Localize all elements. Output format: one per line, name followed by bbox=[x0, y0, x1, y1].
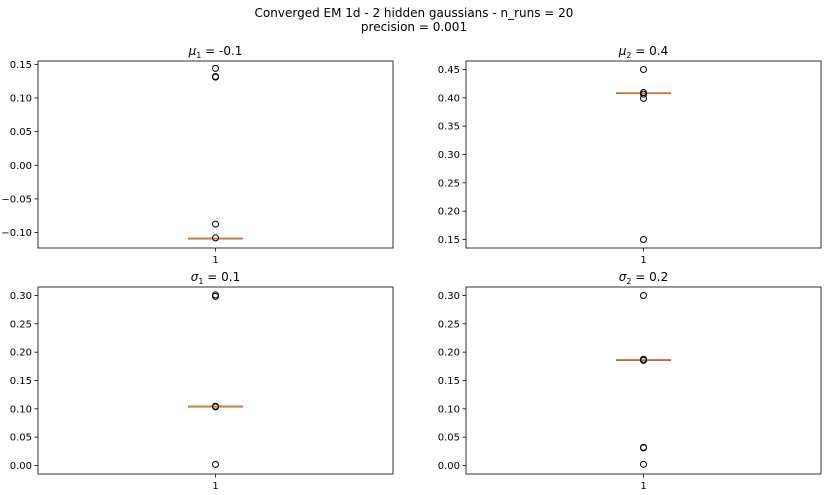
title-value: = 0.1 bbox=[203, 270, 240, 284]
axes-frame bbox=[38, 287, 393, 474]
figure-title-line-1: Converged EM 1d - 2 hidden gaussians - n… bbox=[255, 6, 574, 20]
subplot-title: σ2 = 0.2 bbox=[619, 270, 668, 286]
title-symbol: μ bbox=[188, 44, 197, 58]
flier-point bbox=[213, 221, 219, 227]
axes-frame bbox=[466, 287, 821, 474]
flier-point bbox=[641, 237, 647, 243]
y-tick-label: 0.10 bbox=[10, 93, 32, 104]
y-tick-label: 0.10 bbox=[438, 404, 460, 415]
y-tick-label: 0.05 bbox=[10, 127, 32, 138]
y-tick-label: 0.30 bbox=[438, 150, 460, 161]
y-tick-label: 0.45 bbox=[438, 65, 460, 76]
subplot-title: σ1 = 0.1 bbox=[191, 270, 240, 286]
y-tick-label: 0.20 bbox=[438, 207, 460, 218]
subplot-3: σ1 = 0.1 0.00 0.05 0.10 0.15 0.20 0.25 0.30 1 bbox=[10, 270, 393, 492]
subplot-1: μ1 = -0.1 −0.10 −0.05 0.00 0.05 0.10 0.15 1 bbox=[1, 44, 393, 266]
title-value: = 0.2 bbox=[631, 270, 668, 284]
figure-title-line-2: precision = 0.001 bbox=[361, 20, 467, 34]
y-tick-label: 0.40 bbox=[438, 93, 460, 104]
y-tick-label: 0.00 bbox=[10, 161, 32, 172]
flier-point bbox=[641, 67, 647, 73]
y-tick-label: 0.00 bbox=[438, 461, 460, 472]
y-tick-label: 0.15 bbox=[10, 60, 32, 71]
axes-frame bbox=[38, 61, 393, 248]
subplot-4: σ2 = 0.2 0.00 0.05 0.10 0.15 0.20 0.25 0.30 1 bbox=[438, 270, 821, 492]
x-tick-label: 1 bbox=[212, 255, 218, 266]
y-tick-label: −0.10 bbox=[1, 228, 32, 239]
x-tick-label: 1 bbox=[640, 255, 646, 266]
y-tick-label: 0.15 bbox=[10, 376, 32, 387]
subplot-2: μ2 = 0.4 0.15 0.20 0.25 0.30 0.35 0.40 0.45 1 bbox=[438, 44, 821, 266]
y-tick-label: 0.15 bbox=[438, 376, 460, 387]
flier-point bbox=[213, 65, 219, 71]
y-tick-label: 0.00 bbox=[10, 461, 32, 472]
y-tick-label: 0.25 bbox=[438, 178, 460, 189]
x-tick-label: 1 bbox=[640, 481, 646, 492]
y-tick-label: 0.30 bbox=[10, 291, 32, 302]
y-tick-label: 0.20 bbox=[438, 348, 460, 359]
y-tick-label: 0.35 bbox=[438, 122, 460, 133]
x-tick-label: 1 bbox=[212, 481, 218, 492]
y-tick-label: 0.25 bbox=[10, 319, 32, 330]
flier-point bbox=[641, 95, 647, 101]
y-tick-label: 0.20 bbox=[10, 348, 32, 359]
subplot-title: μ2 = 0.4 bbox=[618, 44, 669, 60]
flier-point bbox=[213, 461, 219, 467]
subplot-title: μ1 = -0.1 bbox=[188, 44, 243, 60]
y-tick-label: 0.25 bbox=[438, 319, 460, 330]
y-tick-label: 0.30 bbox=[438, 291, 460, 302]
y-tick-label: 0.05 bbox=[438, 433, 460, 444]
y-tick-label: 0.10 bbox=[10, 404, 32, 415]
flier-point bbox=[641, 461, 647, 467]
title-value: = -0.1 bbox=[201, 44, 242, 58]
title-value: = 0.4 bbox=[631, 44, 668, 58]
flier-point bbox=[641, 293, 647, 299]
y-tick-label: 0.15 bbox=[438, 235, 460, 246]
y-tick-label: −0.05 bbox=[1, 194, 32, 205]
y-tick-label: 0.05 bbox=[10, 433, 32, 444]
